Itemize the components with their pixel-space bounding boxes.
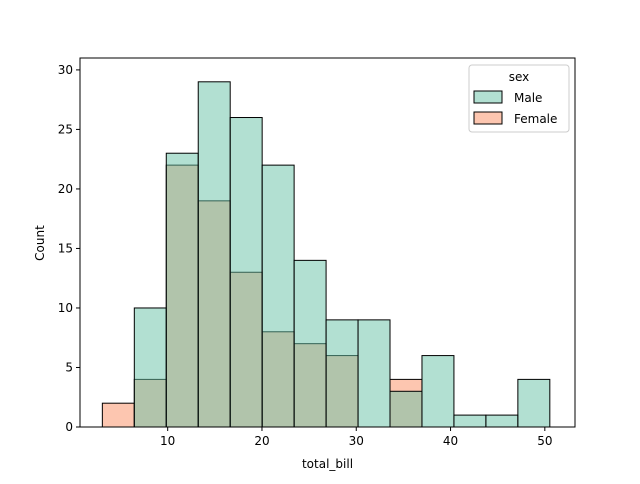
bar-male-bin-8 (357, 319, 391, 428)
bar-male-bin-3 (197, 81, 231, 428)
x-tick-label: 40 (443, 434, 458, 448)
bar-male-bin-9 (389, 390, 423, 428)
y-tick-label: 25 (58, 122, 73, 136)
x-tick-label: 30 (349, 434, 364, 448)
bar-male-bin-12 (485, 414, 519, 428)
y-tick-label: 20 (58, 182, 73, 196)
bar-male-bin-5 (261, 164, 295, 428)
x-axis-label: total_bill (302, 457, 353, 471)
legend: sex Male Female (468, 64, 570, 133)
y-tick-label: 30 (58, 63, 73, 77)
legend-label-male: Male (514, 91, 542, 105)
bar-male-bin-1 (133, 307, 167, 428)
bar-male-bin-7 (325, 319, 359, 428)
y-axis-ticks: 0 5 10 15 20 25 30 (58, 63, 80, 434)
x-tick-label: 10 (160, 434, 175, 448)
x-tick-label: 20 (254, 434, 269, 448)
bar-male-bin-2 (165, 152, 199, 428)
x-axis-ticks: 10 20 30 40 50 (160, 427, 552, 448)
legend-swatch-male (473, 90, 503, 104)
y-tick-label: 15 (58, 241, 73, 255)
plot-frame (79, 57, 576, 428)
legend-swatch-female (473, 111, 503, 125)
bar-male-bin-10 (421, 355, 455, 428)
x-tick-label: 50 (537, 434, 552, 448)
y-tick-label: 10 (58, 301, 73, 315)
legend-label-female: Female (514, 112, 557, 126)
bar-male-bin-11 (453, 414, 487, 428)
y-axis-label: Count (33, 225, 47, 261)
bar-male-bin-4 (229, 117, 263, 428)
axes (79, 57, 576, 428)
bar-male-bin-13 (517, 378, 551, 428)
series-male-bars (133, 81, 551, 428)
bar-male-bin-6 (293, 259, 327, 428)
y-tick-label: 5 (65, 360, 73, 374)
y-tick-label: 0 (65, 420, 73, 434)
bar-female-bin-0 (101, 402, 135, 428)
legend-title: sex (509, 70, 530, 84)
